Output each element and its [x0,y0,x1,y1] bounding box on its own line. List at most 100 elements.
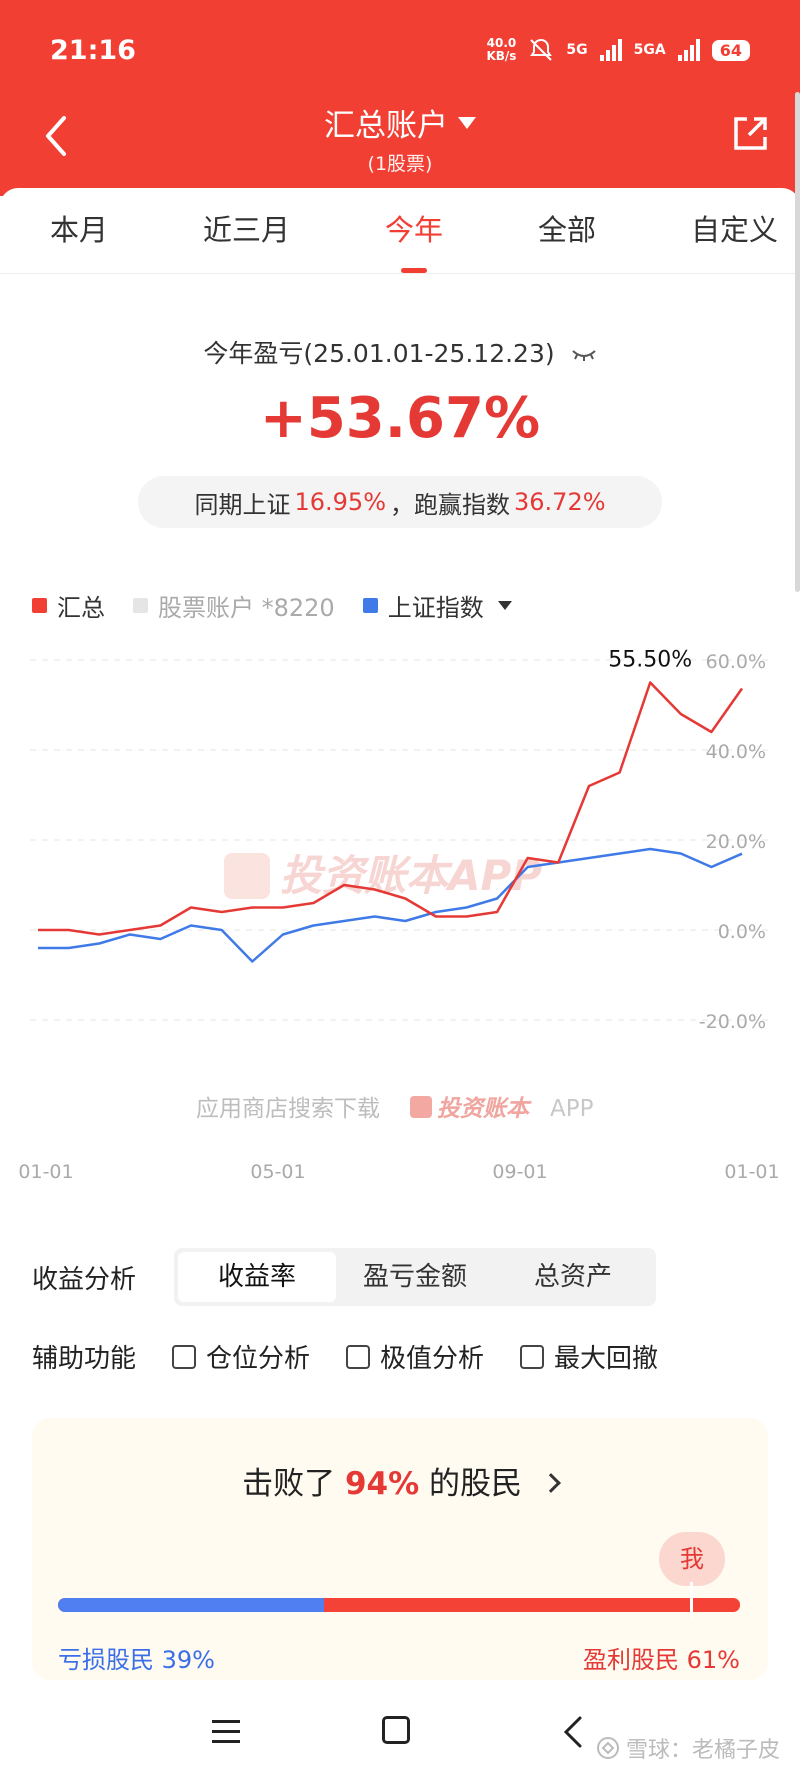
share-icon[interactable] [730,114,770,154]
summary-label-row: 今年盈亏(25.01.01-25.12.23) [0,334,800,370]
chart-legend: 汇总 股票账户 *8220 上证指数 [32,588,512,623]
beat-suffix: 的股民 [429,1466,523,1502]
page-subtitle: (1股票) [367,153,433,175]
watermark-logo-icon [224,853,270,899]
status-bar: 21:16 40.0 KB/s 5G 5GA 64 [50,30,750,70]
beat-index: 36.72% [514,488,606,516]
signal-icon [599,39,622,61]
series-line-汇总 [38,681,744,936]
index-compare: 同期上证 16.95% ，跑赢指数 36.72% [138,476,662,528]
eye-closed-icon[interactable] [571,348,597,362]
checkbox-position-analysis[interactable]: 仓位分析 [172,1338,310,1375]
beat-card[interactable]: 击败了 94% 的股民 我 亏损股民 39% 盈利股民 61% [32,1418,768,1680]
compare-prefix: 同期上证 [194,490,291,519]
net-speed-unit: KB/s [486,49,517,63]
legend-label-index: 上证指数 [387,594,484,622]
system-nav-bar: 雪球：老橘子皮 [0,1700,800,1778]
nav-back-icon[interactable] [560,1714,584,1750]
checkbox-extreme-analysis[interactable]: 极值分析 [346,1338,484,1375]
seg-total-assets[interactable]: 总资产 [534,1262,613,1292]
checkbox-label: 极值分析 [380,1344,485,1374]
battery-icon: 64 [711,39,750,61]
max-value-label: 55.50% [608,648,692,673]
analysis-label: 收益分析 [32,1264,137,1295]
x-tick-label: 01-01 [724,1161,779,1183]
caret-down-icon [458,116,476,129]
me-position-marker [690,1582,693,1618]
tab-this-month[interactable]: 本月 [50,212,109,247]
watermark-small-logo-icon [410,1096,432,1118]
footer-watermark: 雪球：老橘子皮 [596,1732,780,1764]
aux-row: 辅助功能 仓位分析 极值分析 最大回撤 [32,1338,658,1375]
checkbox-label: 仓位分析 [206,1344,311,1374]
period-tabs: 本月 近三月 今年 全部 自定义 [0,188,800,274]
watermark-bottom-suffix: APP [550,1096,594,1122]
scrollbar[interactable] [795,92,800,592]
chevron-right-icon [540,1472,561,1493]
x-tick-label: 05-01 [250,1161,305,1183]
summary-return: +53.67% [259,386,541,451]
watermark-main: 投资账本APP [280,851,542,900]
analysis-segmented-control: 收益率 盈亏金额 总资产 [174,1248,657,1306]
tab-all[interactable]: 全部 [537,212,596,247]
y-tick-label: 0.0% [718,921,766,943]
legend-item-stock-account[interactable]: 股票账户 *8220 [133,588,335,623]
net1-label: 5G [566,42,588,58]
me-marker-badge: 我 [659,1532,725,1586]
seg-return-rate[interactable]: 收益率 [178,1252,337,1302]
checkbox-box[interactable] [520,1344,545,1369]
legend-swatch-stock-account [133,598,148,613]
header-title-block[interactable]: 汇总账户 (1股票) [0,100,800,176]
status-time: 21:16 [50,34,136,66]
series-line-上证指数 [38,847,743,963]
legend-item-total[interactable]: 汇总 [32,588,105,623]
legend-swatch-total [32,598,47,613]
aux-label: 辅助功能 [32,1344,137,1374]
beat-percent: 94% [344,1466,420,1502]
footer-watermark-text: 雪球：老橘子皮 [625,1738,780,1763]
signal-icon-2 [677,39,700,61]
net-speed-value: 40.0 [486,36,517,50]
net-speed: 40.0 KB/s [486,37,516,63]
return-chart[interactable]: 投资账本APP 应用商店搜索下载 投资账本 APP 60.0% 40.0% 20.0… [0,640,800,1190]
analysis-row: 收益分析 收益率 盈亏金额 总资产 [32,1248,657,1306]
caret-down-icon [497,601,512,610]
legend-label-stock-account: 股票账户 *8220 [158,594,335,622]
checkbox-max-drawdown[interactable]: 最大回撤 [520,1338,658,1375]
chart-watermark: 投资账本APP 应用商店搜索下载 投资账本 APP [196,851,594,1122]
page-title: 汇总账户 [324,108,448,144]
checkbox-label: 最大回撤 [554,1344,659,1374]
x-tick-label: 09-01 [492,1161,547,1183]
loss-segment [58,1598,324,1612]
legend-item-index[interactable]: 上证指数 [362,588,512,623]
tab-three-months[interactable]: 近三月 [202,212,290,247]
tab-custom[interactable]: 自定义 [690,212,778,247]
y-tick-label: 40.0% [706,741,766,763]
watermark-bottom-prefix: 应用商店搜索下载 [196,1096,380,1122]
beat-prefix: 击败了 [242,1466,336,1502]
beat-headline[interactable]: 击败了 94% 的股民 [32,1458,768,1503]
legend-label-total: 汇总 [57,594,105,622]
x-tick-label: 01-01 [18,1161,73,1183]
home-icon[interactable] [382,1716,410,1744]
top-bar: 21:16 40.0 KB/s 5G 5GA 64 汇总账户 (1股票) [0,0,800,196]
seg-pnl-amount[interactable]: 盈亏金额 [363,1262,468,1292]
investor-distribution-bar [58,1598,740,1612]
net2-label: 5GA [633,42,666,58]
back-icon[interactable] [40,112,70,160]
status-icons: 40.0 KB/s 5G 5GA 64 [486,37,750,63]
checkbox-box[interactable] [172,1344,197,1369]
y-tick-label: 60.0% [706,651,766,673]
bell-muted-icon [530,38,553,61]
y-tick-label: -20.0% [699,1011,766,1033]
gain-segment [323,1598,740,1612]
menu-icon[interactable] [212,1720,240,1744]
account-selector[interactable]: 汇总账户 [324,100,476,145]
tab-this-year[interactable]: 今年 [385,207,443,255]
loss-investors-label: 亏损股民 39% [58,1646,215,1674]
index-return: 16.95% [294,488,386,516]
summary-label: 今年盈亏(25.01.01-25.12.23) [203,339,555,368]
watermark-bottom-brand: 投资账本 [437,1096,532,1122]
legend-swatch-index [362,598,378,613]
checkbox-box[interactable] [346,1344,371,1369]
